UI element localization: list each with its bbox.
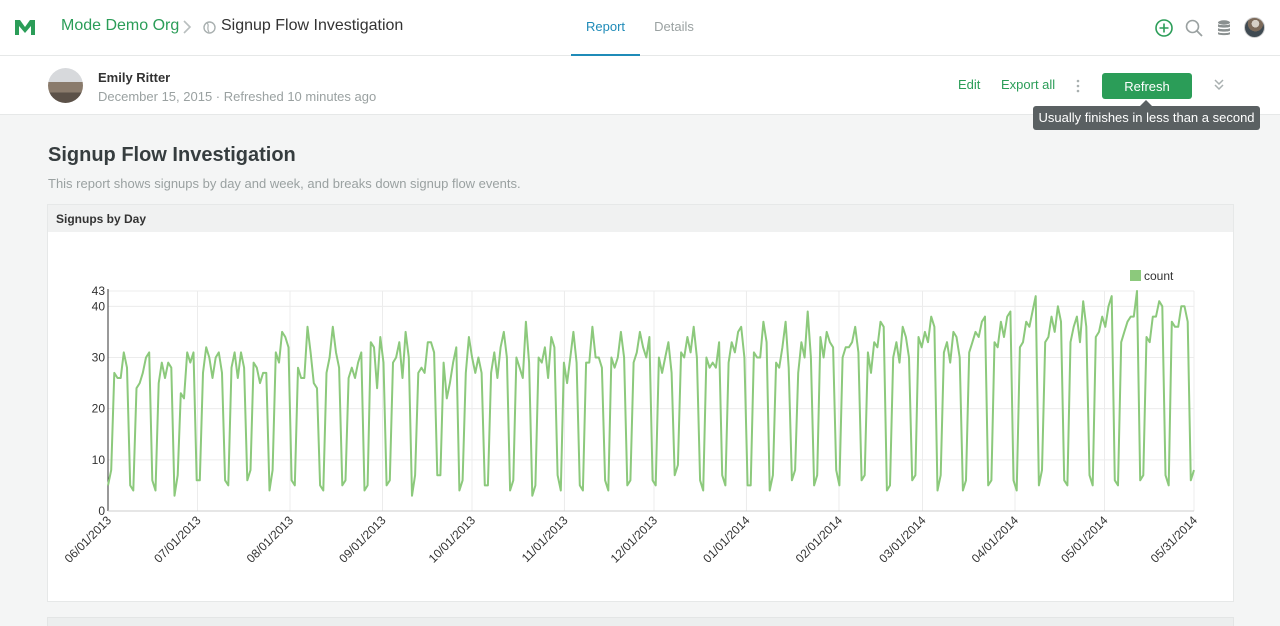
double-chevron-down-icon[interactable]: [1212, 77, 1226, 93]
chart-card: Signups by Day 0 10 20 30 40 43 06/01/2013 07/0…: [47, 204, 1234, 602]
legend-label: count: [1144, 269, 1174, 283]
tab-report[interactable]: Report: [571, 19, 640, 56]
legend-swatch: [1130, 270, 1141, 281]
y-tick-label: 0: [98, 504, 105, 518]
top-nav: Mode Demo Org Signup Flow Investigation …: [0, 0, 1280, 56]
mode-logo-icon[interactable]: [14, 18, 36, 36]
org-name-link[interactable]: Mode Demo Org: [61, 17, 180, 34]
y-tick-label: 40: [92, 299, 106, 313]
add-icon[interactable]: [1154, 18, 1174, 38]
globe-icon: [203, 21, 216, 34]
x-tick-label: 03/01/2014: [876, 513, 929, 566]
x-tick-label: 12/01/2013: [608, 513, 661, 566]
x-tick-label: 11/01/2013: [519, 513, 571, 565]
report-description: This report shows signups by day and wee…: [48, 176, 521, 191]
tooltip-arrow: [1140, 100, 1152, 106]
report-title-breadcrumb: Signup Flow Investigation: [221, 17, 404, 34]
x-tick-label: 09/01/2013: [336, 513, 389, 566]
x-tick-label: 05/31/2014: [1148, 513, 1201, 566]
x-tick-label: 01/01/2014: [700, 513, 753, 566]
report-meta: December 15, 2015 · Refreshed 10 minutes…: [98, 89, 377, 104]
series-line-count: [107, 290, 1195, 497]
chart-title: Signups by Day: [48, 205, 1233, 232]
database-icon[interactable]: [1214, 18, 1234, 38]
more-options-icon[interactable]: [1075, 79, 1081, 93]
x-tick-label: 04/01/2014: [969, 513, 1022, 566]
x-tick-label: 02/01/2014: [793, 513, 846, 566]
user-avatar[interactable]: [1244, 17, 1265, 38]
x-tick-label: 07/01/2013: [151, 513, 204, 566]
chevron-right-icon: [183, 20, 192, 34]
author-name[interactable]: Emily Ritter: [98, 70, 171, 85]
search-icon[interactable]: [1184, 18, 1204, 38]
edit-button[interactable]: Edit: [958, 77, 981, 92]
y-tick-label: 10: [92, 453, 106, 467]
y-tick-label: 30: [92, 351, 106, 365]
report-header-bar: Emily Ritter December 15, 2015 · Refresh…: [0, 56, 1280, 115]
x-tick-label: 08/01/2013: [244, 513, 297, 566]
author-avatar: [48, 68, 83, 103]
x-tick-label: 06/01/2013: [62, 513, 115, 566]
y-tick-label: 43: [92, 284, 106, 298]
x-tick-label: 05/01/2014: [1058, 513, 1111, 566]
x-tick-label: 10/01/2013: [426, 513, 479, 566]
refresh-tooltip: Usually finishes in less than a second: [1033, 106, 1260, 130]
y-tick-label: 20: [92, 402, 106, 416]
export-all-button[interactable]: Export all: [1001, 77, 1056, 92]
refresh-button[interactable]: Refresh: [1102, 73, 1192, 99]
tab-details[interactable]: Details: [654, 19, 694, 34]
report-heading: Signup Flow Investigation: [48, 144, 296, 166]
next-chart-card: [47, 617, 1234, 626]
